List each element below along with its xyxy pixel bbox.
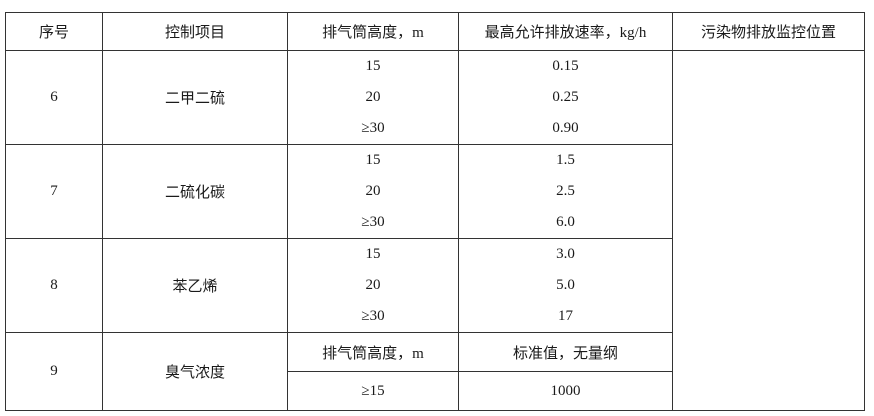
table-row: 6 二甲二硫 15 0.15 (5, 50, 865, 411)
max-emission-rate: 5.0 (458, 270, 673, 301)
control-item: 苯乙烯 (102, 238, 288, 333)
row-number: 9 (5, 332, 103, 411)
control-item: 二硫化碳 (102, 144, 288, 239)
table-row: 9 臭气浓度 排气筒高度，m 标准值，无量纲 (5, 332, 865, 411)
table-row: 8 苯乙烯 15 3.0 (5, 238, 865, 333)
stack-height: 20 (287, 176, 459, 207)
row-number: 6 (5, 50, 103, 145)
table-row: ≥30 17 (6, 301, 865, 333)
max-emission-rate: 17 (458, 301, 673, 333)
table-row: 20 0.25 (6, 82, 865, 113)
header-cell: 控制项目 (102, 12, 288, 51)
stack-height: 20 (287, 270, 459, 301)
control-item: 臭气浓度 (102, 332, 288, 411)
stack-height: 20 (287, 82, 459, 113)
stack-height: ≥30 (287, 207, 459, 239)
max-emission-rate: 3.0 (458, 238, 673, 270)
header-cell: 最高允许排放速率，kg/h (458, 12, 673, 51)
max-emission-rate: 6.0 (458, 207, 673, 239)
emission-standards-table: 序号 控制项目 排气筒高度，m 最高允许排放速率，kg/h 污染物排放监控位置 … (5, 12, 865, 411)
stack-height: 15 (287, 144, 459, 176)
stack-height: ≥30 (287, 113, 459, 145)
header-row: 序号 控制项目 排气筒高度，m 最高允许排放速率，kg/h 污染物排放监控位置 (5, 12, 865, 51)
table-row: ≥30 6.0 (6, 207, 865, 239)
header-cell: 排气筒高度，m (287, 12, 459, 51)
stack-height: 15 (287, 238, 459, 270)
sub-header-cell: 标准值，无量纲 (458, 332, 673, 372)
stack-height: ≥30 (287, 301, 459, 333)
header-cell: 污染物排放监控位置 (672, 12, 865, 51)
row-number: 8 (5, 238, 103, 333)
header-cell: 序号 (5, 12, 103, 51)
max-emission-rate: 0.90 (458, 113, 673, 145)
stack-height: 15 (287, 50, 459, 82)
max-emission-rate: 1.5 (458, 144, 673, 176)
standard-value: 1000 (458, 371, 673, 411)
sub-header-cell: 排气筒高度，m (287, 332, 459, 372)
table-row: 20 2.5 (6, 176, 865, 207)
control-item: 二甲二硫 (102, 50, 288, 145)
table-row: 20 5.0 (6, 270, 865, 301)
max-emission-rate: 2.5 (458, 176, 673, 207)
monitor-location (672, 50, 865, 411)
max-emission-rate: 0.25 (458, 82, 673, 113)
max-emission-rate: 0.15 (458, 50, 673, 82)
row-number: 7 (5, 144, 103, 239)
table-row: ≥15 1000 (6, 371, 865, 411)
stack-height: ≥15 (287, 371, 459, 411)
